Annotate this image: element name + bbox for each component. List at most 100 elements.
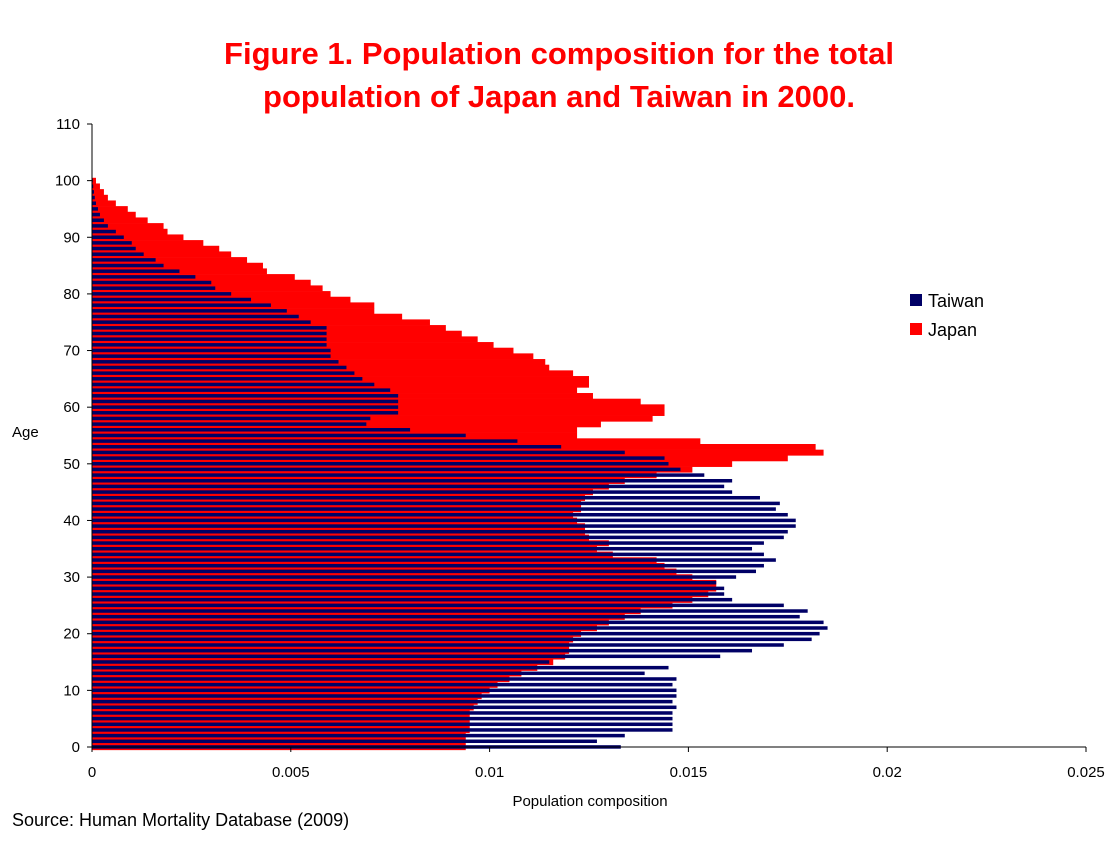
taiwan-bar-age-21 bbox=[92, 626, 828, 630]
y-tick-label: 10 bbox=[63, 682, 80, 699]
taiwan-bar-age-41 bbox=[92, 512, 788, 517]
taiwan-bar-age-20 bbox=[92, 631, 820, 636]
taiwan-bar-age-31 bbox=[92, 569, 756, 574]
taiwan-bar-age-91 bbox=[92, 229, 116, 234]
taiwan-bar-age-63 bbox=[92, 388, 391, 392]
taiwan-bar-age-89 bbox=[92, 241, 132, 245]
taiwan-bar-age-3 bbox=[92, 728, 673, 732]
y-tick-label: 30 bbox=[63, 569, 80, 586]
chart-legend: Taiwan Japan bbox=[910, 291, 984, 340]
taiwan-bar-age-54 bbox=[92, 439, 518, 443]
japan-bar-age-94 bbox=[92, 211, 136, 218]
y-tick-label: 90 bbox=[63, 229, 80, 246]
japan-bar-age-100 bbox=[92, 177, 96, 184]
y-tick-label: 60 bbox=[63, 399, 80, 416]
taiwan-bar-age-86 bbox=[92, 258, 156, 262]
taiwan-bar-age-61 bbox=[92, 399, 399, 404]
taiwan-bar-age-12 bbox=[92, 677, 677, 681]
taiwan-bar-age-35 bbox=[92, 546, 753, 551]
taiwan-bar-age-90 bbox=[92, 235, 124, 239]
taiwan-bar-age-11 bbox=[92, 682, 673, 687]
japan-bar-age-89 bbox=[92, 240, 204, 247]
taiwan-bar-age-52 bbox=[92, 450, 625, 455]
taiwan-bar-age-37 bbox=[92, 535, 784, 540]
taiwan-bar-age-38 bbox=[92, 529, 788, 534]
x-tick-label: 0 bbox=[88, 764, 96, 781]
taiwan-bar-age-36 bbox=[92, 541, 764, 545]
taiwan-bar-age-15 bbox=[92, 660, 550, 664]
taiwan-bar-age-8 bbox=[92, 699, 673, 704]
taiwan-bar-age-74 bbox=[92, 326, 327, 330]
taiwan-bar-age-42 bbox=[92, 507, 776, 511]
taiwan-bar-age-14 bbox=[92, 665, 669, 670]
taiwan-bar-age-80 bbox=[92, 292, 232, 296]
taiwan-bar-age-62 bbox=[92, 394, 399, 398]
taiwan-bar-age-96 bbox=[92, 201, 96, 205]
taiwan-bar-age-67 bbox=[92, 365, 347, 370]
taiwan-bar-age-55 bbox=[92, 433, 466, 438]
japan-bar-age-85 bbox=[92, 262, 263, 269]
taiwan-bar-age-68 bbox=[92, 360, 339, 364]
x-axis-ticks: 0 0.005 0.01 0.015 0.02 0.025 bbox=[88, 747, 1105, 781]
taiwan-bar-age-98 bbox=[92, 190, 94, 194]
y-tick-label: 0 bbox=[72, 739, 80, 756]
taiwan-bar-age-28 bbox=[92, 586, 725, 591]
taiwan-bar-age-19 bbox=[92, 637, 812, 642]
japan-bar-age-99 bbox=[92, 183, 100, 190]
taiwan-bar-age-97 bbox=[92, 195, 95, 200]
taiwan-bar-age-44 bbox=[92, 495, 760, 500]
taiwan-bar-age-45 bbox=[92, 490, 733, 494]
taiwan-bar-age-29 bbox=[92, 580, 717, 585]
japan-bar-age-96 bbox=[92, 200, 116, 207]
japan-bar-age-88 bbox=[92, 245, 220, 252]
taiwan-bar-age-84 bbox=[92, 269, 180, 273]
taiwan-bar-age-23 bbox=[92, 614, 800, 619]
taiwan-bar-age-93 bbox=[92, 218, 104, 222]
taiwan-bar-age-4 bbox=[92, 722, 673, 727]
japan-bar-age-92 bbox=[92, 223, 164, 230]
chart-title-line1: Figure 1. Population composition for the… bbox=[224, 36, 894, 71]
y-tick-label: 70 bbox=[63, 343, 80, 360]
taiwan-bar-age-73 bbox=[92, 331, 327, 336]
taiwan-bar-age-32 bbox=[92, 563, 764, 568]
taiwan-bar-age-47 bbox=[92, 479, 733, 483]
taiwan-bar-age-57 bbox=[92, 422, 367, 426]
y-tick-label: 100 bbox=[55, 173, 80, 190]
legend-swatch-taiwan bbox=[910, 294, 922, 306]
taiwan-bar-age-71 bbox=[92, 343, 327, 347]
japan-bar-age-58 bbox=[92, 415, 653, 422]
x-tick-label: 0.015 bbox=[670, 764, 708, 781]
taiwan-bar-age-22 bbox=[92, 620, 824, 625]
source-note: Source: Human Mortality Database (2009) bbox=[12, 810, 350, 830]
taiwan-bar-age-99 bbox=[92, 184, 94, 188]
taiwan-bar-age-65 bbox=[92, 377, 363, 381]
taiwan-bar-age-75 bbox=[92, 320, 311, 324]
taiwan-bar-age-39 bbox=[92, 524, 796, 528]
taiwan-bar-age-10 bbox=[92, 688, 677, 693]
taiwan-bar-age-48 bbox=[92, 473, 705, 477]
legend-label-japan: Japan bbox=[928, 320, 977, 340]
taiwan-bar-age-17 bbox=[92, 648, 753, 653]
taiwan-bar-age-77 bbox=[92, 309, 287, 313]
taiwan-bar-age-87 bbox=[92, 252, 144, 256]
x-tick-label: 0.005 bbox=[272, 764, 310, 781]
japan-bar-age-90 bbox=[92, 234, 184, 241]
taiwan-bar-age-88 bbox=[92, 246, 136, 251]
y-tick-label: 40 bbox=[63, 512, 80, 529]
taiwan-bar-age-95 bbox=[92, 207, 98, 211]
x-tick-label: 0.025 bbox=[1067, 764, 1105, 781]
taiwan-bar-age-69 bbox=[92, 354, 331, 358]
taiwan-bar-age-85 bbox=[92, 263, 164, 268]
taiwan-bar-age-27 bbox=[92, 592, 725, 596]
taiwan-bar-age-81 bbox=[92, 286, 216, 290]
taiwan-bar-age-13 bbox=[92, 671, 645, 676]
japan-bar-age-91 bbox=[92, 228, 168, 235]
taiwan-bar-age-56 bbox=[92, 428, 411, 432]
taiwan-bar-age-43 bbox=[92, 501, 780, 506]
taiwan-bar-age-66 bbox=[92, 371, 355, 375]
taiwan-bar-age-9 bbox=[92, 694, 677, 698]
taiwan-bar-age-49 bbox=[92, 467, 681, 472]
taiwan-bar-age-16 bbox=[92, 654, 721, 659]
y-tick-label: 110 bbox=[56, 116, 80, 133]
